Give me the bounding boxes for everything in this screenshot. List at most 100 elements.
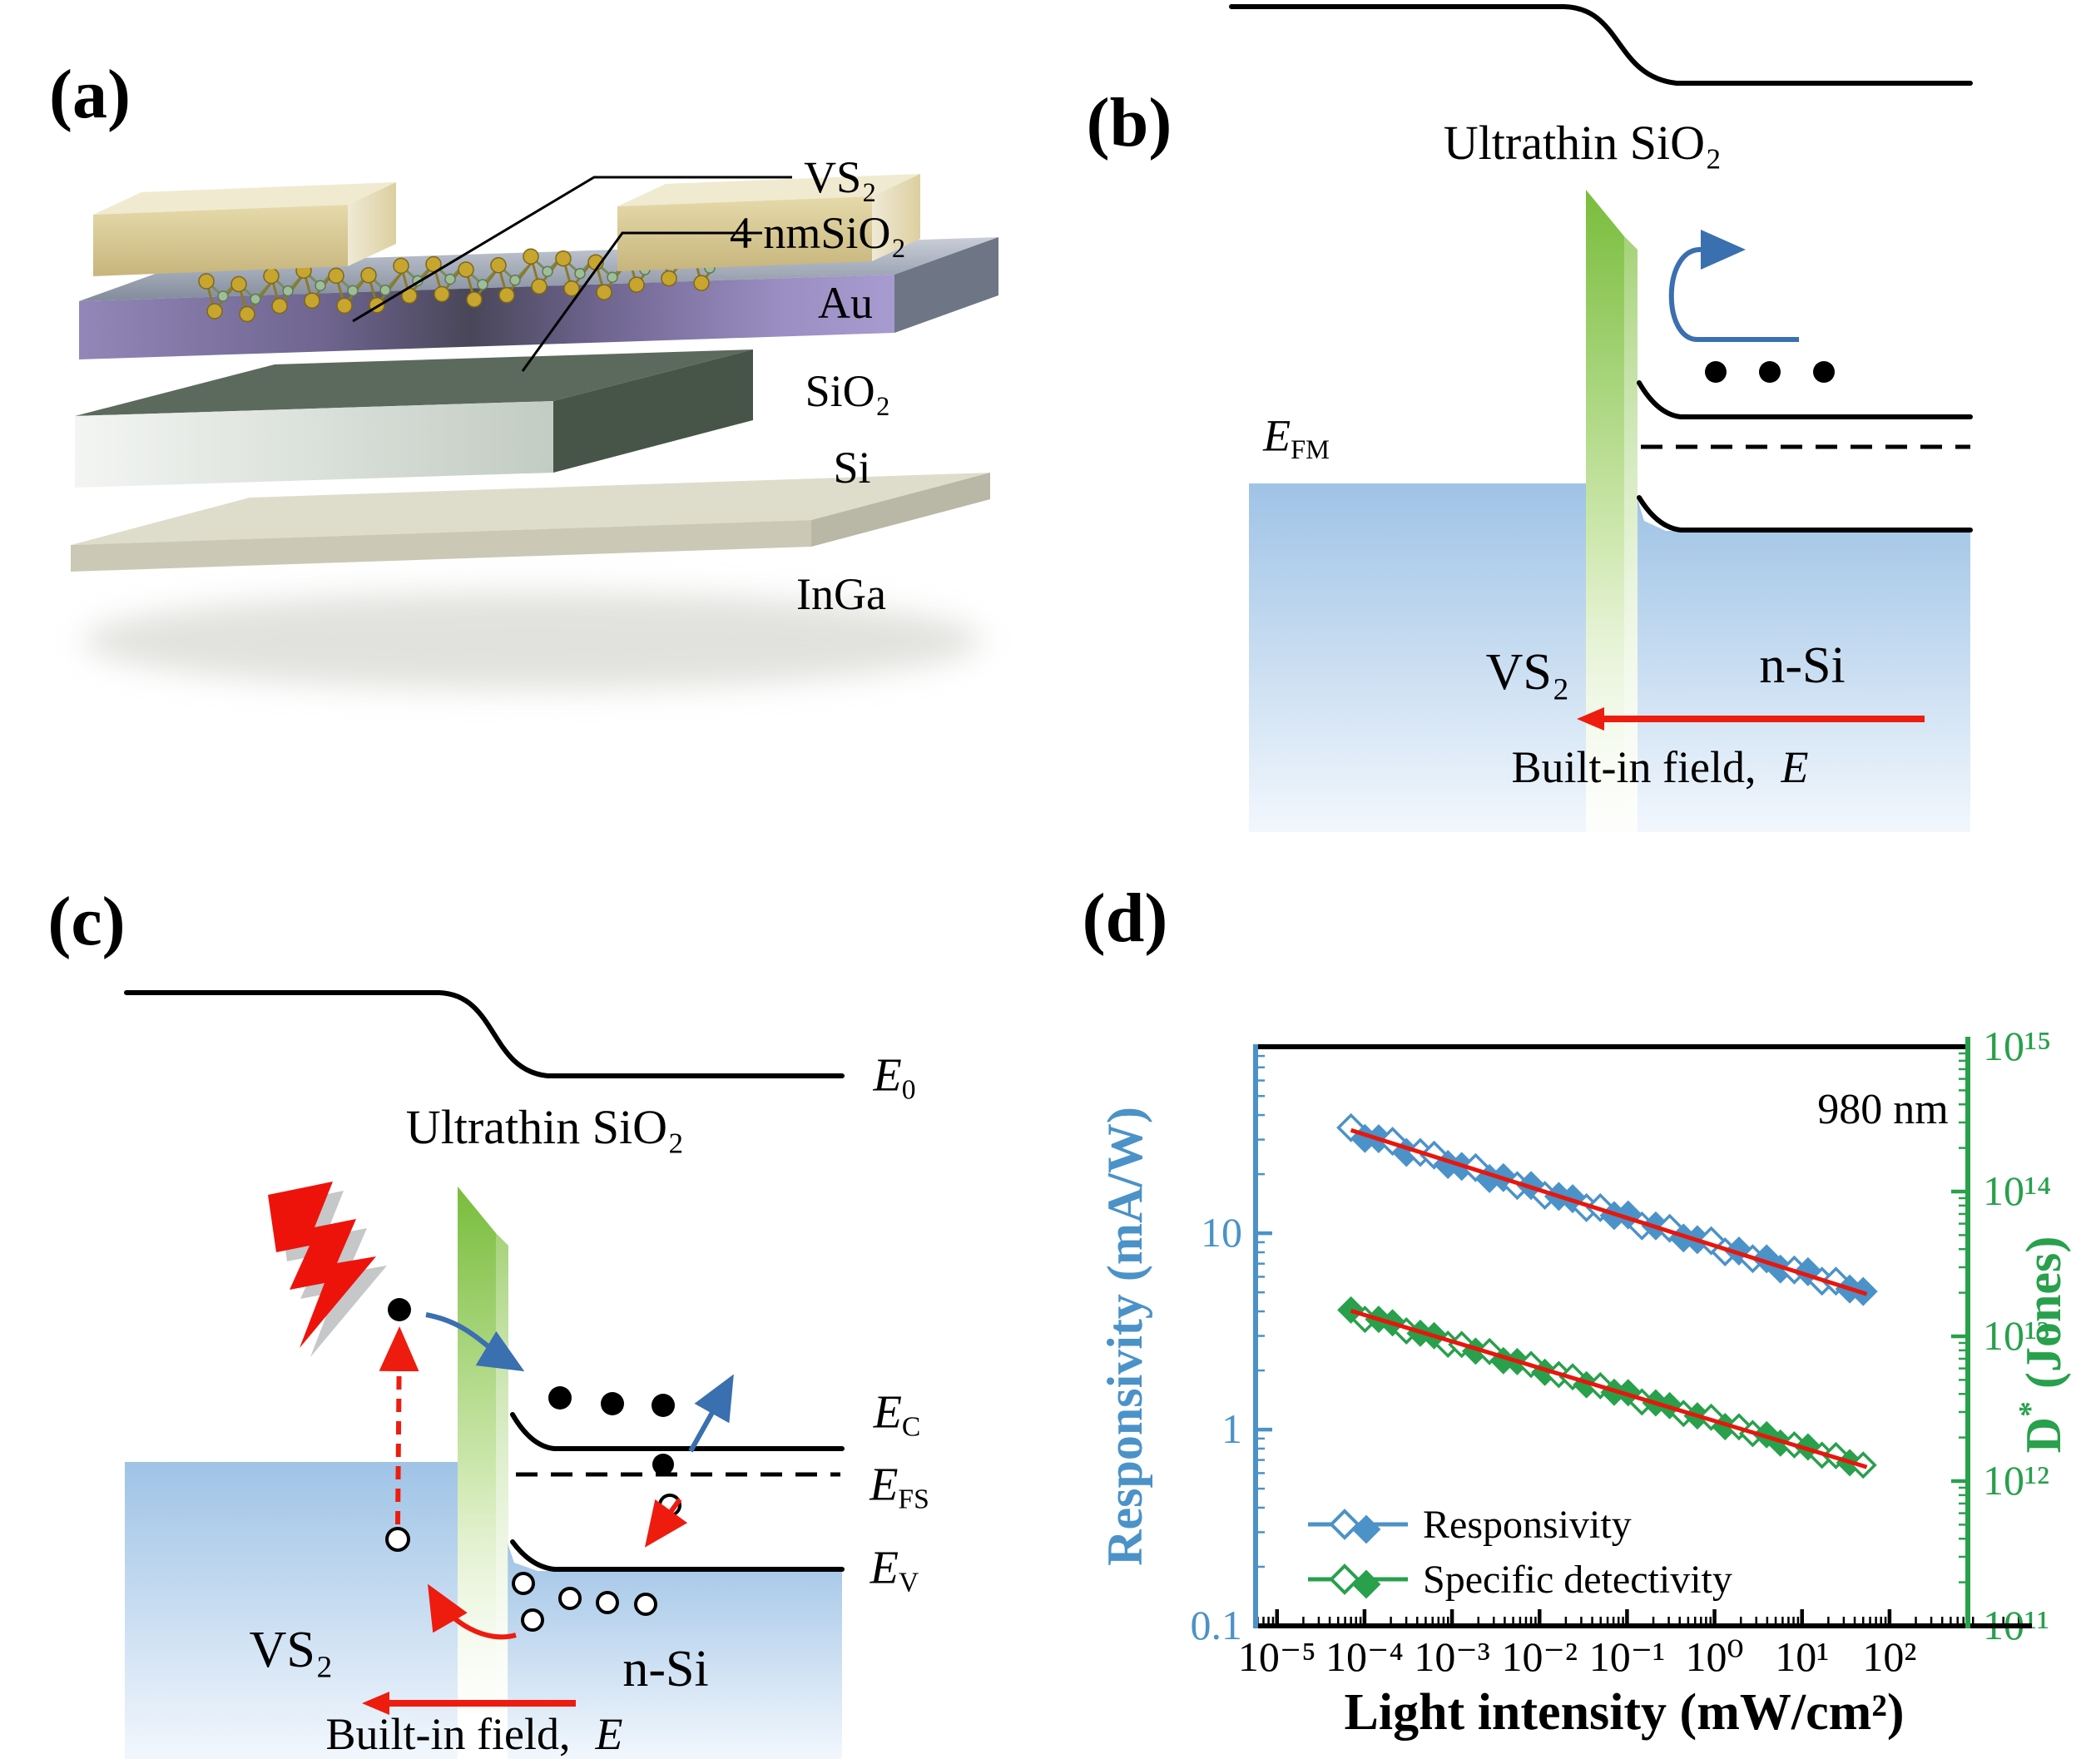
efs-label: EFS — [870, 1462, 929, 1514]
ev-label: EV — [870, 1545, 919, 1598]
y-right-tick-label: 10¹³ — [1983, 1312, 2049, 1359]
built-in-field-arrowhead — [1577, 707, 1604, 731]
sio2-barrier — [458, 1187, 496, 1714]
electron-escape-arrow — [688, 1374, 734, 1453]
efs-sub: FS — [898, 1484, 929, 1515]
valence-band — [510, 1539, 845, 1572]
hole-circle — [596, 1591, 619, 1614]
atom-v — [271, 297, 288, 315]
panel-b-title: Ultrathin SiO₂ — [1443, 116, 1722, 170]
panel-b-drawing — [1229, 4, 1973, 832]
atom-v — [206, 303, 223, 320]
legend-label: Responsivity — [1423, 1503, 1632, 1547]
x-tick-label: 10¹ — [1775, 1633, 1829, 1680]
atom-s — [444, 273, 456, 285]
panel-c-title: Ultrathin SiO₂ — [405, 1100, 685, 1154]
ec-sub: C — [901, 1411, 921, 1443]
atom-v — [239, 305, 255, 323]
au-front-face — [93, 205, 348, 276]
n-si-region — [1638, 499, 1970, 832]
atom-v — [434, 285, 450, 303]
electron-dot — [1813, 361, 1835, 383]
hole-circle — [558, 1587, 582, 1610]
legend-label: Specific detectivity — [1423, 1558, 1732, 1602]
panel-c-drawing — [124, 990, 845, 1759]
inga-front-face — [71, 520, 811, 572]
hole-circle — [385, 1527, 410, 1552]
atom-v — [563, 280, 580, 297]
electron-dot — [601, 1392, 624, 1415]
atom-v — [458, 261, 474, 278]
atom-s — [574, 267, 586, 280]
data-point-detectivity — [1794, 1433, 1822, 1461]
x-tick-label: 10⁻¹ — [1589, 1633, 1665, 1680]
y-left-axis-title: Responsivity (mA/W) — [1097, 1107, 1152, 1566]
atom-s — [379, 285, 391, 296]
y-left-tick-label: 0.1 — [1191, 1602, 1243, 1648]
hole-circle — [521, 1608, 544, 1632]
layer-si — [75, 349, 753, 488]
panel-b-label: (b) — [1086, 84, 1172, 161]
panel-c-label: (c) — [47, 883, 126, 960]
atom-v — [523, 248, 539, 265]
ground-shadow — [83, 592, 982, 689]
e0-label: E0 — [873, 1053, 915, 1105]
vs2-label: VS₂ — [1485, 644, 1570, 701]
ec-base: E — [873, 1386, 902, 1439]
si-top-face — [75, 349, 753, 416]
y-left-tick-label: 1 — [1221, 1405, 1242, 1452]
si-front-face — [75, 401, 553, 488]
layer-label-vs2: VS₂ — [804, 152, 877, 202]
x-tick-label: 10⁻⁵ — [1238, 1633, 1316, 1680]
y-left-tick-label: 10 — [1201, 1209, 1242, 1256]
atom-s — [282, 285, 294, 297]
atom-v — [263, 267, 280, 285]
atom-s — [542, 265, 553, 277]
data-point-responsivity — [1821, 1266, 1851, 1296]
panel-a-label: (a) — [49, 56, 131, 133]
sio2-barrier-side — [1624, 236, 1638, 832]
electron-dot — [652, 1394, 675, 1417]
data-point-responsivity — [1752, 1244, 1781, 1274]
n-si-label: n-Si — [622, 1641, 709, 1697]
y-right-tick-label: 10¹⁵ — [1983, 1023, 2051, 1069]
si-side-face — [553, 349, 753, 473]
efs-base: E — [870, 1459, 899, 1511]
vs2-region — [1249, 483, 1586, 832]
electron-dot — [1759, 361, 1781, 383]
x-axis-title: Light intensity (mW/cm²) — [1345, 1684, 1905, 1741]
data-point-detectivity — [1697, 1403, 1726, 1431]
hole-transfer-arrow — [427, 1583, 517, 1640]
built-in-field-arrowhead — [362, 1692, 389, 1715]
layer-inga — [71, 473, 990, 572]
field-text: Built-in field, — [1511, 742, 1756, 792]
inga-top-face — [71, 473, 990, 545]
atom-s — [607, 271, 618, 283]
hole-circle — [634, 1593, 657, 1616]
y-right-axis-title: D* (Jones) — [2013, 1236, 2071, 1454]
atom-v — [661, 270, 677, 287]
wavelength-annotation: 980 nm — [1817, 1086, 1948, 1133]
au-top-face — [93, 182, 396, 215]
inga-side-face — [811, 473, 990, 547]
layer-label-si: Si — [833, 443, 871, 493]
atom-v — [466, 291, 483, 308]
atom-v — [230, 275, 247, 293]
legend-marker-filled — [1351, 1514, 1381, 1544]
atom-v — [198, 273, 215, 290]
e0-sub: 0 — [901, 1074, 916, 1106]
x-tick-label: 10² — [1862, 1633, 1916, 1680]
electron-dot — [388, 1298, 411, 1321]
x-tick-label: 10⁻³ — [1414, 1633, 1489, 1680]
atom-s — [347, 285, 359, 297]
y-right-tick-label: 10¹⁴ — [1983, 1167, 2051, 1214]
u-turn-arrow — [1668, 230, 1799, 342]
atom-s — [509, 275, 521, 286]
vacuum-level-curve — [124, 990, 845, 1078]
atom-v — [555, 250, 572, 267]
panel-a-drawing — [71, 174, 998, 689]
legend-marker-filled — [1351, 1569, 1381, 1599]
hole-relax-arrow — [644, 1498, 688, 1548]
atom-v — [393, 257, 409, 275]
